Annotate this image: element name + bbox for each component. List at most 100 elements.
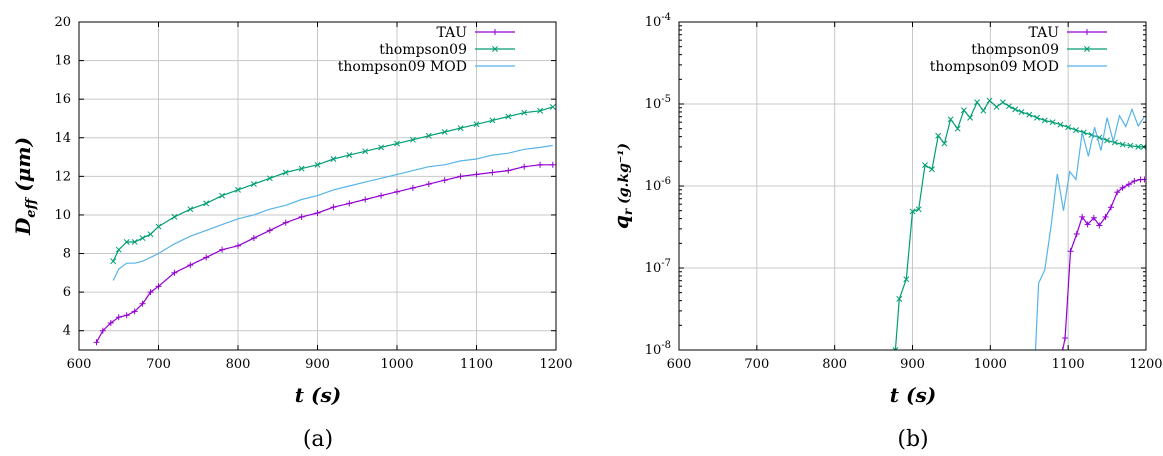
panel-a-ytick-label: 6 [63, 285, 71, 300]
panel-a-xlabel: t (s) [295, 383, 341, 407]
panel-b-thompson09-point [1034, 114, 1040, 121]
panel-a-tau-point [147, 289, 154, 296]
panel-a-grid [78, 21, 557, 350]
panel-a-series-tau-line [95, 164, 553, 343]
panel-a-thompson09-point [441, 129, 448, 135]
panel-b-thompson09-point [1119, 141, 1126, 148]
panel-b-tau-point [1079, 213, 1086, 220]
panel-b-tau-point [1062, 335, 1069, 342]
panel-a-thompson09-point [505, 113, 512, 120]
panel-a-thompson09-point [131, 238, 138, 245]
panel-a-ylabel-sub: eff [24, 196, 39, 217]
panel-a-tau-point [314, 210, 321, 217]
panel-b-thompson09-point [1006, 103, 1012, 110]
panel-a-tau-point [489, 169, 496, 176]
panel-a-thompson09-point [378, 144, 385, 151]
panel-a-thompson09-point [346, 152, 353, 159]
panel-a-thompson09-point [298, 165, 305, 172]
panel-a-tau-point [155, 283, 162, 290]
panel-b-thompson09-point [1065, 124, 1072, 131]
panel-b-ytick-label: 10-4 [645, 12, 671, 30]
panel-b-ylabel-unit: (g.kg⁻¹) [616, 143, 632, 209]
panel-a-thompson09-point [187, 206, 194, 213]
panel-b-thompson09-point [1072, 127, 1079, 134]
panel-a-caption: (a) [303, 427, 333, 452]
panel-b-ytick-label: 10-8 [645, 340, 671, 358]
panel-a-ytick-label: 8 [63, 247, 71, 262]
panel-a-tau-point [473, 171, 480, 178]
panel-a-ytick-label: 16 [54, 92, 71, 107]
panel-b-thompson09-point [909, 208, 916, 215]
panel-a-thompson09-point [115, 246, 122, 253]
panel-a-thompson09-point [425, 132, 432, 139]
panel-a-tau-point [107, 319, 114, 326]
panel-b-thompson09-point [921, 162, 928, 169]
panel-b-thompson09-point [896, 295, 903, 302]
panel-a-ylabel-unit: (μm) [11, 137, 35, 199]
panel-a-tau-point [123, 312, 130, 319]
panel-b-thompson09-point [954, 125, 961, 132]
panel-a-thompson09-point [219, 192, 226, 199]
panel-b-ticks: 600 700 800 900 1000 1100 1200 10-8 10-7 10-6 10-5… [645, 12, 1163, 372]
panel-b-thompson09-point [892, 347, 899, 350]
panel-b-thompson09-point [974, 99, 981, 106]
panel-b-grid [678, 21, 1147, 350]
panel-b-thompson09-point [1041, 117, 1048, 124]
panel-a-tau-point [346, 200, 353, 207]
panel-a-legend-label-thompson09-mod: thompson09 MOD [338, 59, 467, 75]
panel-a-xtick-label: 1000 [380, 357, 413, 372]
panel-b-legend-label-thompson09: thompson09 [971, 42, 1059, 58]
panel-b-thompson09-point [1049, 119, 1056, 126]
panel-a-ticks: 600 700 800 900 1000 1100 1200 4 6 8 10 12 14 16 18 20 [54, 15, 572, 372]
panel-a-thompson09-point [330, 156, 337, 162]
panel-b-xtick-label: 600 [667, 357, 692, 372]
panel-a-tau-point [282, 219, 289, 226]
panel-b-series-thompson09-line [894, 99, 1144, 350]
panel-a-tau-point [171, 269, 178, 276]
panel-b-tau-point [1090, 214, 1097, 221]
panel-a-tau-point [457, 173, 464, 180]
panel-b-legend-label-thompson09-mod: thompson09 MOD [930, 59, 1059, 75]
panel-a-tau-point [250, 235, 257, 242]
panel-a-thompson09-point [250, 181, 257, 188]
panel-b-legend-marker-tau [1084, 29, 1090, 35]
panel-a-thompson09-point [282, 169, 289, 176]
panel-a-thompson09-point [314, 161, 321, 168]
panel-a-series [93, 103, 556, 346]
panel-a-tau-point [425, 181, 432, 188]
panel-a-thompson09-point [409, 136, 416, 143]
panel-a-tau-point [537, 161, 544, 168]
panel-b-ylabel: qr (g.kg⁻¹) [609, 143, 635, 229]
panel-b-series [892, 97, 1146, 350]
panel-a-ytick-label: 18 [54, 54, 71, 69]
panel-b-thompson09-point [1135, 143, 1142, 150]
panel-a-xtick-label: 600 [67, 357, 92, 372]
panel-b-ylabel-main: q [609, 215, 633, 229]
panel-b-thompson09-point [986, 97, 993, 104]
panel-a-tau-point [549, 161, 556, 168]
panel-b-tau-point [1096, 222, 1103, 229]
panel-b-legend-marker-thompson09 [1084, 46, 1090, 52]
panel-b-caption: (b) [897, 427, 928, 452]
panel-b-xtick-label: 1200 [1129, 357, 1162, 372]
panel-a-tau-point [131, 308, 138, 315]
panel-b-tau-point [1067, 248, 1074, 255]
panel-a-thompson09-point [394, 140, 400, 147]
panel-a-tau-point [409, 184, 416, 191]
panel-a-thompson09-point [489, 117, 496, 124]
panel-b-thompson09-point [980, 107, 987, 114]
panel-a-thompson09-point [171, 213, 178, 220]
panel-a-tau-point [93, 339, 100, 346]
panel-a-tau-point [187, 262, 194, 269]
panel-b-thompson09-point [960, 107, 967, 114]
panel-b-thompson09-point [941, 140, 948, 147]
panel-a-thompson09-point [147, 231, 154, 238]
panel-b-thompson09-point [967, 114, 974, 121]
panel-a-tau-point [441, 177, 448, 184]
panel-a-tau-point [378, 192, 385, 199]
panel-b-series-tau-line [1062, 178, 1145, 350]
panel-a-tau-point [394, 188, 400, 195]
panel-a-tau-point [99, 327, 106, 334]
